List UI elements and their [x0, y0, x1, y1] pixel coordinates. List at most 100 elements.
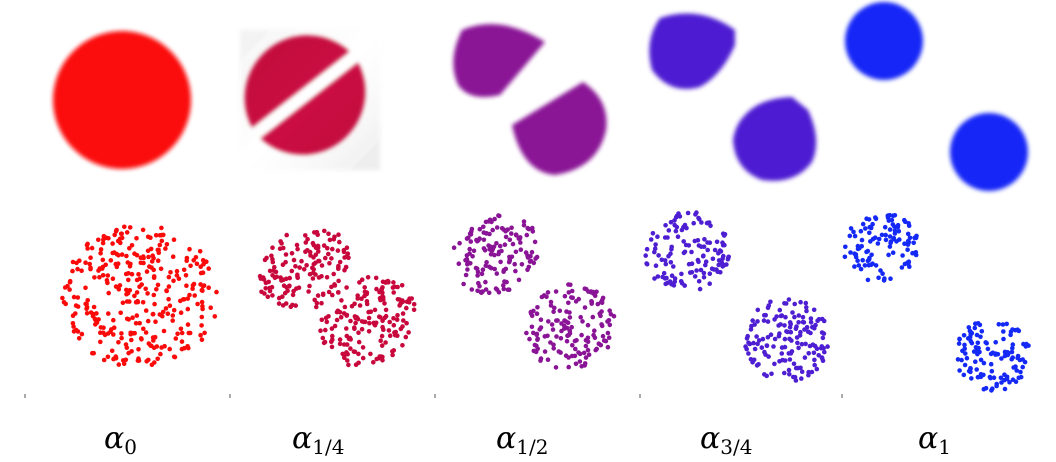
sample-point [888, 240, 893, 246]
sample-point [545, 290, 551, 295]
sample-point [988, 361, 994, 367]
sample-point [551, 309, 556, 315]
sample-point [202, 330, 207, 336]
sample-point [140, 227, 146, 233]
sample-point [135, 298, 140, 304]
sample-point [822, 349, 827, 355]
sample-point [497, 243, 503, 249]
sample-point [552, 305, 557, 311]
sample-point [341, 249, 347, 255]
sample-point [1008, 329, 1014, 335]
sample-point [994, 383, 999, 389]
sample-point [160, 313, 165, 319]
density-alpha-1-4 [240, 30, 380, 170]
sample-point [656, 253, 661, 258]
sample-point [356, 351, 361, 357]
sample-point [768, 332, 774, 338]
sample-point [134, 313, 140, 318]
sample-point [124, 230, 130, 235]
sample-point [278, 275, 283, 280]
sample-point [864, 216, 869, 221]
sample-point [890, 250, 896, 255]
sample-point [1015, 327, 1020, 333]
sample-point [411, 307, 417, 313]
sample-point [889, 217, 895, 223]
label-alpha-1-4: α1/4 [292, 421, 344, 459]
sample-point [990, 386, 995, 392]
sample-point [404, 320, 409, 326]
sample-point [674, 213, 680, 219]
sample-point [276, 301, 282, 306]
sample-point [391, 290, 397, 295]
sample-point [865, 277, 871, 283]
sample-point [191, 258, 196, 263]
sample-cluster-1-2-4 [524, 282, 617, 370]
sample-point [792, 314, 797, 320]
sample-point [663, 281, 668, 287]
sample-point [132, 330, 137, 336]
sample-point [146, 357, 151, 363]
sample-point [798, 299, 803, 305]
label-alpha-1-2: α1/2 [496, 421, 548, 459]
sample-point [167, 346, 172, 352]
sample-point [382, 301, 387, 306]
sample-point [126, 277, 131, 283]
sample-point [187, 292, 192, 298]
sample-point [364, 299, 370, 304]
sample-point [882, 224, 888, 230]
sample-point [549, 322, 555, 327]
sample-point [1011, 365, 1016, 370]
sample-point [451, 245, 457, 250]
sample-point [185, 322, 191, 327]
sample-point [802, 355, 808, 360]
sample-point [127, 246, 132, 251]
sample-point [699, 220, 704, 225]
sample-point [208, 305, 213, 311]
sample-point [765, 305, 771, 311]
sample-point [156, 247, 161, 253]
sample-point [538, 317, 544, 323]
sample-point [707, 281, 712, 287]
sample-point [101, 233, 107, 239]
sample-point [707, 271, 713, 277]
sample-point [336, 266, 341, 272]
sample-point [319, 274, 324, 279]
sample-point [469, 287, 475, 292]
sample-point [325, 245, 330, 251]
sample-point [312, 297, 318, 303]
sample-point [399, 283, 405, 288]
sample-point [387, 333, 393, 339]
sample-point [968, 366, 973, 371]
sample-point [289, 268, 295, 274]
sample-point [110, 241, 115, 246]
sample-point [498, 259, 503, 265]
sample-point [648, 237, 654, 242]
sample-point [701, 244, 707, 249]
sample-point [669, 273, 675, 279]
sample-point [1000, 322, 1006, 327]
sample-point [961, 333, 967, 338]
sample-point [114, 264, 120, 270]
sample-row [60, 210, 1031, 393]
sample-point [411, 302, 417, 307]
sample-point [799, 369, 805, 375]
sample-point [682, 283, 687, 288]
sample-point [978, 374, 984, 380]
sample-point [965, 336, 971, 341]
sample-point [180, 297, 186, 302]
sample-point [564, 309, 569, 314]
sample-point [271, 268, 276, 273]
sample-point [355, 296, 361, 301]
sample-point [313, 272, 318, 277]
sample-point [725, 256, 731, 262]
sample-point [1002, 349, 1008, 355]
sample-point [973, 359, 978, 365]
sample-point [199, 287, 205, 293]
sample-point [819, 330, 825, 335]
sample-point [145, 318, 151, 324]
sample-point [337, 337, 343, 342]
sample-point [721, 233, 727, 238]
sample-point [1018, 369, 1023, 375]
sample-point [751, 357, 757, 363]
sample-point [746, 340, 751, 346]
